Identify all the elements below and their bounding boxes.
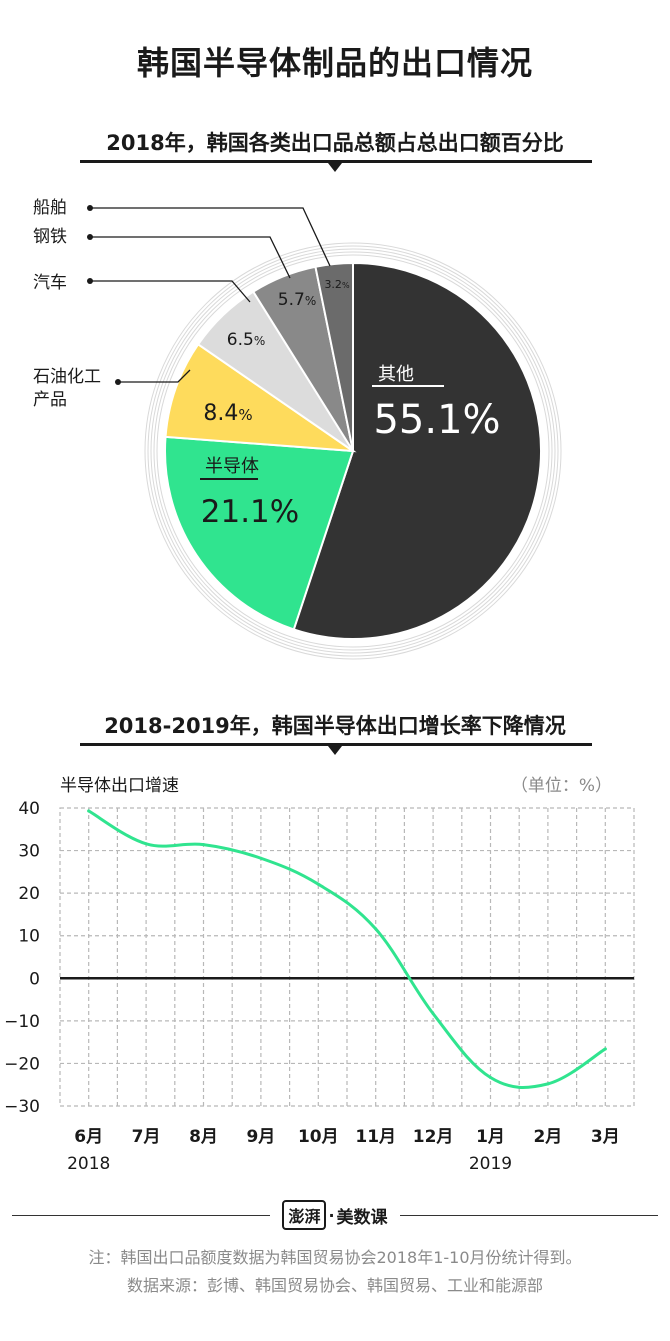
x-tick-label: 1月 <box>476 1127 505 1147</box>
pie-category-label: 半导体 <box>205 456 259 477</box>
y-tick-label: 30 <box>18 842 40 862</box>
y-tick-label: 10 <box>18 927 40 947</box>
x-tick-label: 12月 <box>413 1127 454 1147</box>
pie-value-label: 6.5% <box>227 330 265 350</box>
x-tick-label: 7月 <box>132 1127 161 1147</box>
brand-logo: 澎湃 · 美数课 <box>270 1199 400 1231</box>
pie-leader-label: 汽车 <box>33 273 67 293</box>
pie-value-label: 3.2% <box>324 278 350 291</box>
pie-ring <box>153 251 553 651</box>
pie-ring <box>147 245 559 657</box>
data-point <box>489 1075 492 1079</box>
line-section-divider <box>80 743 592 746</box>
pie-section-pointer <box>328 163 342 172</box>
brand-separator: · <box>328 1205 335 1225</box>
series-line-semiconductor <box>87 809 607 1089</box>
x-tick-label: 9月 <box>246 1127 275 1147</box>
leader-line <box>118 369 191 383</box>
x-tick-label: 2月 <box>533 1127 562 1147</box>
data-point <box>87 809 91 813</box>
y-tick-label: −10 <box>4 1012 40 1032</box>
data-point <box>144 842 148 846</box>
leader-line <box>90 236 291 279</box>
y-tick-label: 20 <box>18 884 40 904</box>
x-tick-label: 8月 <box>189 1127 218 1147</box>
pie-chart: 其他 55.1% 半导体 21.1% 8.4% 6.5% 5.7% 3.2% 船舶钢铁汽车石油化… <box>33 198 562 660</box>
pie-ring <box>150 248 556 654</box>
page-title: 韩国半导体制品的出口情况 <box>136 44 533 82</box>
x-tick-label: 11月 <box>355 1127 396 1147</box>
pie-value-label: 21.1% <box>201 494 300 530</box>
data-point <box>202 843 205 847</box>
pie-leader-label: 船舶 <box>33 198 67 218</box>
pie-value-label: 5.7% <box>278 290 316 310</box>
data-point <box>259 856 263 860</box>
pie-leader-label: 产品 <box>33 390 67 410</box>
line-chart: 40 30 20 10 0 −10 −20 −30 半导体出口增速 （单位：%） 6月 7月 8月 9月 1… <box>4 776 635 1174</box>
leader-line <box>90 207 331 267</box>
pie-value-label: 8.4% <box>203 401 252 426</box>
y-tick-label: −30 <box>4 1097 40 1117</box>
data-point <box>431 1012 435 1016</box>
pie-ring <box>156 254 550 648</box>
x-tick-label: 3月 <box>591 1127 620 1147</box>
pie-slice <box>292 261 542 640</box>
leader-line <box>90 280 251 303</box>
pie-slice <box>164 435 355 631</box>
pie-slice <box>314 261 354 452</box>
brand-seal: 澎湃 <box>282 1200 327 1230</box>
x-tick-label: 10月 <box>298 1127 339 1147</box>
pie-value-label: 55.1% <box>373 397 500 443</box>
pie-leader-label: 石油化工 <box>33 367 101 387</box>
y-axis-title: 半导体出口增速 <box>60 776 179 796</box>
data-point <box>603 1047 607 1051</box>
data-point <box>546 1082 550 1086</box>
footnote: 注：韩国出口品额度数据为韩国贸易协会2018年1-10月份统计得到。 <box>88 1248 582 1267</box>
data-point <box>374 927 378 931</box>
unit-label: （单位：%） <box>511 776 612 796</box>
data-point <box>316 882 320 886</box>
x-year-label: 2018 <box>67 1154 110 1174</box>
brand-name: 美数课 <box>336 1207 388 1228</box>
pie-ring <box>144 242 562 660</box>
line-section-title: 2018-2019年，韩国半导体出口增长率下降情况 <box>104 714 566 738</box>
data-source: 数据来源：彭博、韩国贸易协会、韩国贸易、工业和能源部 <box>126 1276 543 1295</box>
x-year-label: 2019 <box>469 1154 512 1174</box>
line-section-pointer <box>328 746 342 755</box>
pie-category-label: 其他 <box>378 364 414 385</box>
pie-slice <box>164 342 357 453</box>
pie-section-divider <box>80 160 592 163</box>
pie-section-title: 2018年，韩国各类出口品总额占总出口额百分比 <box>106 131 564 155</box>
y-tick-label: 40 <box>18 799 40 819</box>
pie-leader-label: 钢铁 <box>33 227 67 247</box>
y-tick-label: −20 <box>4 1054 40 1074</box>
x-tick-label: 6月 <box>74 1127 103 1147</box>
y-tick-label: 0 <box>29 969 40 989</box>
